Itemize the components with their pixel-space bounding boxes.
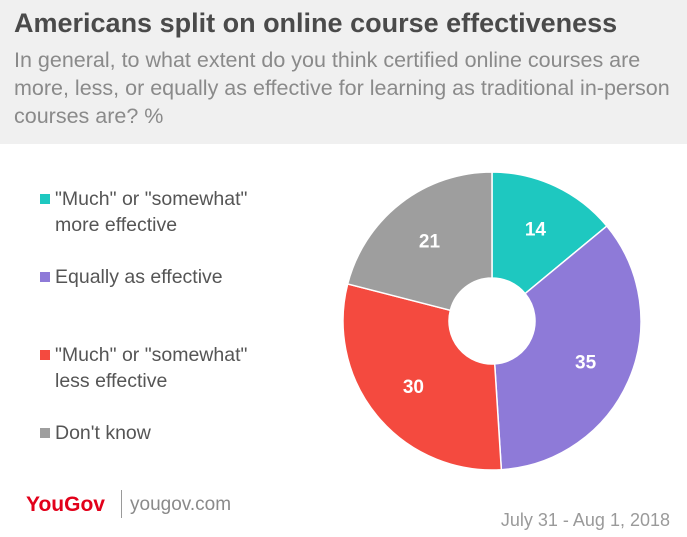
survey-date: July 31 - Aug 1, 2018 xyxy=(500,510,670,530)
legend-swatch-dont-know xyxy=(40,428,50,438)
slice-dont-know xyxy=(346,171,493,312)
slice-more-effective xyxy=(491,171,608,295)
footer-divider xyxy=(121,490,122,518)
legend-swatch-less-effective xyxy=(40,350,50,360)
legend-label-line2: more effective xyxy=(55,214,178,236)
legend-label-line1: "Much" or "somewhat" xyxy=(55,344,248,366)
slice-dont-know-label: 21 xyxy=(419,231,441,252)
slice-less-effective-label: 30 xyxy=(403,377,424,398)
chart-header: Americans split on online course effecti… xyxy=(0,0,687,144)
legend-label-equally-effective: Equally as effective xyxy=(55,266,223,288)
legend-label-dont-know: Don't know xyxy=(55,422,151,444)
legend-label-line1: "Much" or "somewhat" xyxy=(55,188,248,210)
slice-equally-effective xyxy=(493,224,642,471)
legend-label-less-effective: "Much" or "somewhat" less effective xyxy=(55,342,305,394)
legend-label-more-effective: "Much" or "somewhat" more effective xyxy=(55,186,305,238)
chart-title: Americans split on online course effecti… xyxy=(14,8,618,38)
legend-swatch-more-effective xyxy=(40,194,50,204)
chart-subtitle: In general, to what extent do you think … xyxy=(14,48,670,128)
slice-less-effective xyxy=(342,283,503,471)
legend-swatch-equally-effective xyxy=(40,272,50,282)
slice-equally-effective-label: 35 xyxy=(575,353,597,374)
footer-site: yougov.com xyxy=(130,494,232,515)
legend-label-line2: less effective xyxy=(55,370,168,392)
yougov-logo: YouGov xyxy=(26,493,105,516)
slice-more-effective-label: 14 xyxy=(525,220,547,241)
